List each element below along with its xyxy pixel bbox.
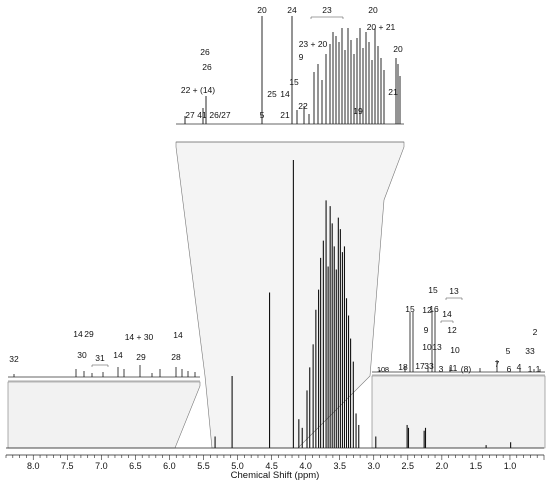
peak-assignment-label: 10 [450,345,460,355]
x-tick-label: 4.5 [265,461,278,471]
x-tick-label: 1.0 [504,461,517,471]
peak-assignment-label: 3 [439,364,444,374]
peak-assignment-label: 22 + (14) [181,85,215,95]
zoom-connectors [7,141,546,449]
upper-inset: 20 24 23 20 26 22 + (14) 25 14 15 23 + 20 9 22 20 + … [176,5,404,143]
x-axis-title: Chemical Shift (ppm) [231,470,320,481]
upper-zoom-trapezoid [175,141,405,449]
peak-assignment-label: 23 + 20 [299,39,328,49]
peak-assignment-label: 4 [517,362,522,372]
peak-assignment-label: 14 [280,89,290,99]
peak-assignment-label: 15 [289,77,299,87]
peak-assignment-label: 10 [422,342,432,352]
peak-assignment-label: 24 [287,5,297,15]
peak-assignment-label: 9 [299,52,304,62]
peak-assignment-label: 15 [405,304,415,314]
peak-assignment-label: 6 [507,364,512,374]
peak-assignment-label: 8 [385,365,389,374]
assignment-bracket [445,297,463,300]
peak-assignment-label: 31 [95,353,105,363]
peak-assignment-label: 20 [257,5,267,15]
peak-assignment-label: 18 [398,362,408,372]
peak-assignment-label: 13 [432,342,442,352]
right-zoom-trapezoid [371,375,546,449]
peak-assignment-label: 28 [171,352,181,362]
peak-assignment-label: 1 [536,364,541,374]
peak-assignment-label: 17 [415,361,425,371]
x-tick-label: 7.5 [61,461,74,471]
peak-assignment-label: 16 [429,304,439,314]
peak-assignment-label: 10 [377,365,385,374]
x-tick-label: 7.0 [95,461,108,471]
left-zoom-trapezoid [7,381,201,449]
x-tick-label: 3.5 [333,461,346,471]
peak-assignment-label: 29 [84,329,94,339]
peak-assignment-label: 14 [442,309,452,319]
peak-assignment-label: 26/27 [209,110,231,120]
peak-assignment-label: 5 [260,110,265,120]
peak-assignment-label: 22 [298,101,308,111]
peak-assignment-label: 30 [77,350,87,360]
peak-assignment-label: 26 [200,47,210,57]
peak-assignment-label: 5 [506,346,511,356]
x-tick-label: 5.5 [197,461,210,471]
x-axis-tick-labels: 8.0 7.5 7.0 6.5 6.0 5.5 5.0 4.5 4.0 3.5 3.0 2.5 2.0 1… [27,461,516,471]
peak-assignment-label: 19 [353,106,363,116]
peak-assignment-label: 23 [322,5,332,15]
peak-assignment-label: 20 + 21 [367,22,396,32]
peak-assignment-label: 12 [447,325,457,335]
peak-assignment-label: 20 [368,5,378,15]
peak-assignment-label: 14 + 30 [125,332,154,342]
x-tick-label: 6.0 [163,461,176,471]
x-tick-label: 3.0 [367,461,380,471]
peak-assignment-label: 12 [422,305,432,315]
peak-assignment-label: 26 [202,62,212,72]
assignment-bracket [91,364,109,367]
peak-assignment-label: 21 [388,87,398,97]
peak-assignment-label: 41 [197,110,207,120]
x-tick-label: 1.5 [470,461,483,471]
peak-assignment-label: 11 [449,363,458,373]
peak-assignment-label: 14 [113,350,123,360]
peak-assignment-label: 21 [280,110,290,120]
peak-assignment-label: 9 [424,325,429,335]
x-tick-label: 2.5 [402,461,415,471]
peak-assignment-label: 29 [136,352,146,362]
assignment-bracket [440,320,454,323]
peak-assignment-label: 13 [449,286,459,296]
peak-assignment-label: 14 [73,329,83,339]
x-tick-label: 2.0 [436,461,449,471]
peak-assignment-label: 32 [9,354,19,364]
x-tick-label: 4.0 [299,461,312,471]
peak-assignment-label: 15 [428,285,438,295]
peak-assignment-label: 1 [528,364,533,374]
x-tick-label: 5.0 [231,461,244,471]
x-axis-ticks [5,455,545,460]
x-tick-label: 6.5 [129,461,142,471]
peak-assignment-label: (8) [461,364,472,374]
peak-assignment-label: 14 [173,330,183,340]
main-spectrum [214,160,512,448]
peak-assignment-label: 7 [495,359,500,369]
peak-assignment-label: 33 [525,346,535,356]
peak-assignment-label: 33 [424,361,434,371]
assignment-bracket [310,16,344,19]
x-tick-label: 8.0 [27,461,40,471]
peak-assignment-label: 20 [393,44,403,54]
peak-assignment-label: 2 [533,327,538,337]
peak-assignment-label: 25 [267,89,277,99]
peak-assignment-label: 27 [185,110,195,120]
